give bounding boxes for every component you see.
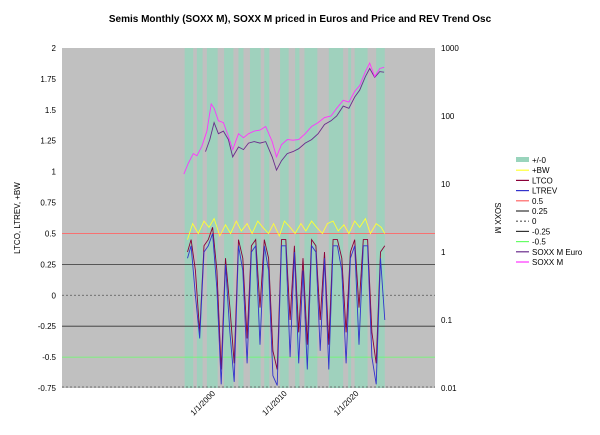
right-tick-label: 100 <box>441 112 455 121</box>
left-tick-label: 2 <box>52 44 57 53</box>
left-tick-label: 1 <box>52 168 57 177</box>
x-tick-label: 1/1/2000 <box>189 389 218 418</box>
band-3 <box>224 48 234 388</box>
right-axis-label: SOXX M <box>493 202 502 233</box>
left-tick-label: -0.25 <box>38 322 57 331</box>
legend-label: LTREV <box>532 187 558 196</box>
x-axis-ticks: 1/1/2000 1/1/2010 1/1/2020 <box>189 389 361 418</box>
band-8 <box>295 48 300 388</box>
left-tick-label: 0.25 <box>40 260 56 269</box>
legend-label: 0 <box>532 217 537 226</box>
band-13 <box>376 48 385 388</box>
left-tick-label: 1.75 <box>40 75 56 84</box>
band-4 <box>238 48 244 388</box>
left-tick-label: -0.75 <box>38 384 57 393</box>
band-1 <box>196 48 203 388</box>
band-0 <box>184 48 194 388</box>
x-tick-label: 1/1/2010 <box>260 389 289 418</box>
right-tick-label: 10 <box>441 180 450 189</box>
series-ltco <box>187 227 386 370</box>
chart-title: Semis Monthly (SOXX M), SOXX M priced in… <box>109 14 492 25</box>
series-soxx-m <box>183 61 385 175</box>
legend-label: LTCO <box>532 176 553 185</box>
left-tick-label: 1.5 <box>45 106 57 115</box>
band-9 <box>304 48 318 388</box>
legend-label: SOXX M <box>532 258 563 267</box>
legend-label: +BW <box>532 166 550 175</box>
series-ltrev <box>187 233 386 386</box>
right-tick-label: 0.1 <box>441 316 453 325</box>
band-2 <box>206 48 218 388</box>
left-tick-label: -0.5 <box>42 353 56 362</box>
band-7 <box>280 48 289 388</box>
right-tick-label: 1000 <box>441 44 459 53</box>
left-tick-label: 1.25 <box>40 137 56 146</box>
legend-label: SOXX M Euro <box>532 248 583 257</box>
left-axis-label: LTCO, LTREV, +BW <box>13 182 22 254</box>
legend-label: 0.25 <box>532 207 548 216</box>
series-lines <box>183 61 386 386</box>
band-11 <box>348 48 352 388</box>
left-axis-ticks: 2 1.75 1.5 1.25 1 0.75 0.5 0.25 0 -0.25 -0.5 -0.75 <box>38 44 57 393</box>
left-tick-label: 0 <box>52 291 57 300</box>
band-10 <box>328 48 344 388</box>
series--bw <box>187 217 386 240</box>
plus-minus-0-bands <box>184 48 385 388</box>
series-soxx-m-euro <box>205 67 385 172</box>
legend-label: -0.25 <box>532 227 551 236</box>
right-axis-ticks: 1000 100 10 1 0.1 0.01 <box>441 44 459 393</box>
band-5 <box>249 48 261 388</box>
x-tick-label: 1/1/2020 <box>332 389 361 418</box>
right-tick-label: 0.01 <box>441 384 457 393</box>
right-tick-label: 1 <box>441 248 446 257</box>
legend-label: -0.5 <box>532 238 546 247</box>
band-6 <box>264 48 270 388</box>
left-tick-label: 0.5 <box>45 229 57 238</box>
legend-swatch <box>516 157 529 162</box>
legend-label: +/-0 <box>532 156 547 165</box>
band-12 <box>354 48 368 388</box>
left-tick-label: 0.75 <box>40 199 56 208</box>
legend-label: 0.5 <box>532 197 544 206</box>
